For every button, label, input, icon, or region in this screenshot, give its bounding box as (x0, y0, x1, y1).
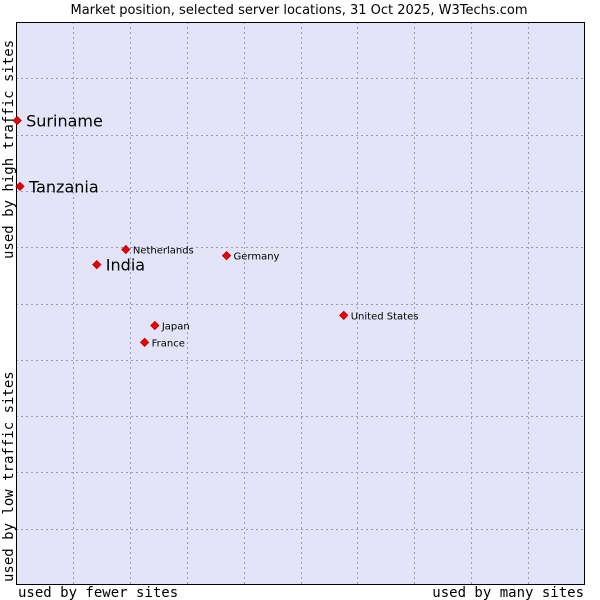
point-marker-france (139, 337, 150, 347)
plot-border (16, 22, 585, 585)
point-label-germany: Germany (234, 252, 280, 263)
point-label-netherlands: Netherlands (133, 245, 194, 256)
y-axis-label-bottom: used by low traffic sites (1, 371, 17, 582)
point-marker-tanzania (15, 181, 25, 192)
point-label-tanzania: Tanzania (28, 177, 99, 196)
x-axis-label-left: used by fewer sites (18, 585, 178, 600)
y-axis-label-top: used by high traffic sites (1, 40, 17, 259)
point-label-india: India (106, 256, 145, 275)
point-label-france: France (152, 338, 185, 349)
chart-title: Market position, selected server locatio… (70, 3, 527, 18)
point-marker-germany (221, 251, 232, 261)
point-marker-suriname (12, 115, 22, 126)
point-marker-japan (150, 320, 160, 331)
plot-background (16, 22, 585, 585)
point-marker-netherlands (121, 244, 131, 255)
point-label-japan: Japan (161, 321, 190, 332)
x-axis-label-right: used by many sites (432, 585, 584, 600)
grid-lines (16, 22, 585, 585)
point-label-united-states: United States (351, 311, 419, 322)
point-label-suriname: Suriname (26, 112, 103, 131)
point-marker-india (92, 260, 102, 270)
point-marker-united-states (339, 310, 349, 320)
